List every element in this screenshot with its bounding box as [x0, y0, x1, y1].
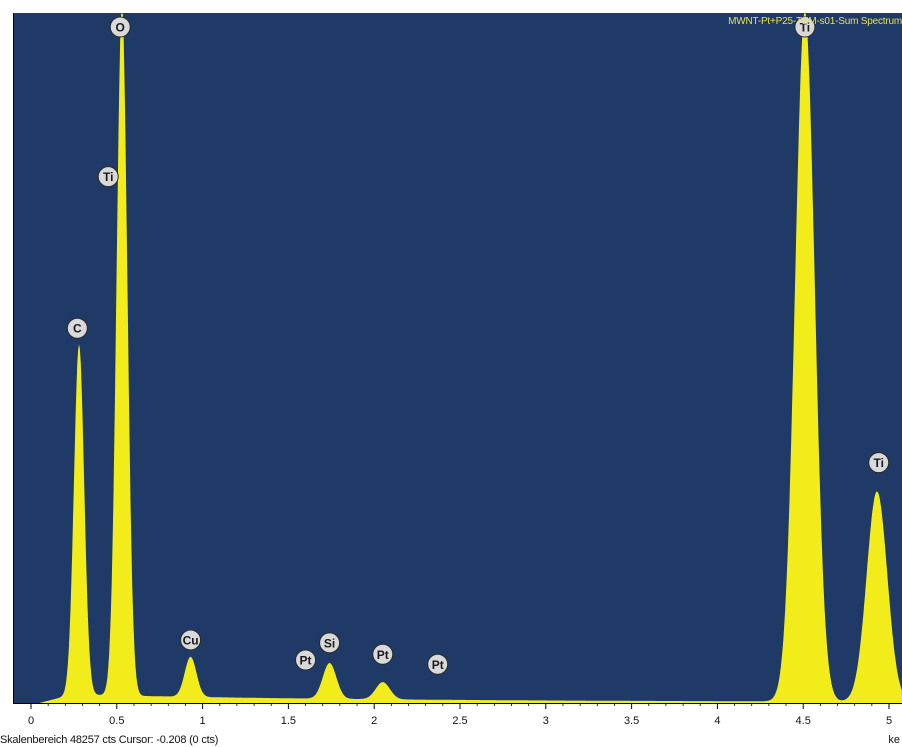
element-label-bubble	[109, 16, 131, 38]
element-label-pt-6[interactable]: Pt	[372, 643, 394, 665]
x-tick-label-8: 4	[714, 715, 720, 727]
x-tick-label-9: 4.5	[796, 715, 811, 727]
element-label-cu-3[interactable]: Cu	[180, 629, 202, 651]
element-label-text: Cu	[183, 633, 199, 647]
element-label-text: Pt	[432, 658, 444, 672]
element-label-bubble	[319, 632, 341, 654]
element-label-bubble	[794, 16, 816, 38]
element-label-text: O	[116, 21, 125, 35]
spectrum-title: MWNT-Pt+P25-TEM-s01-Sum Spectrum	[728, 16, 902, 27]
x-tick-label-10: 5	[886, 715, 892, 727]
element-label-ti-1[interactable]: Ti	[97, 166, 119, 188]
element-label-bubble	[180, 629, 202, 651]
plot-area[interactable]	[13, 13, 902, 703]
element-label-bubble	[868, 452, 890, 474]
element-label-text: Pt	[377, 648, 389, 662]
element-label-text: Si	[324, 636, 335, 650]
x-tick-label-0: 0	[28, 715, 34, 727]
element-label-c-2[interactable]: C	[66, 317, 88, 339]
element-label-si-5[interactable]: Si	[319, 632, 341, 654]
spectrum-fill	[39, 13, 902, 703]
x-tick-label-2: 1	[200, 715, 206, 727]
element-label-o-0[interactable]: O	[109, 16, 131, 38]
element-label-text: Ti	[103, 170, 113, 184]
element-label-text: Pt	[300, 653, 312, 667]
x-axis-unit-label: ke	[888, 734, 900, 746]
x-tick-label-5: 2.5	[452, 715, 467, 727]
element-label-text: C	[73, 322, 82, 336]
element-label-pt-4[interactable]: Pt	[295, 649, 317, 671]
element-label-text: Ti	[800, 21, 810, 35]
x-tick-label-3: 1.5	[281, 715, 296, 727]
element-label-ti-8[interactable]: Ti	[794, 16, 816, 38]
x-tick-label-1: 0.5	[109, 715, 124, 727]
x-tick-label-4: 2	[371, 715, 377, 727]
element-label-ti-9[interactable]: Ti	[868, 452, 890, 474]
x-tick-label-7: 3.5	[624, 715, 639, 727]
status-bar-text: Skalenbereich 48257 cts Cursor: -0.208 (…	[0, 734, 219, 746]
element-label-bubble	[427, 653, 449, 675]
element-label-bubble	[97, 166, 119, 188]
element-label-text: Ti	[873, 456, 883, 470]
x-tick-label-6: 3	[543, 715, 549, 727]
element-label-bubble	[372, 643, 394, 665]
element-label-bubble	[66, 317, 88, 339]
element-label-bubble	[295, 649, 317, 671]
element-label-pt-7[interactable]: Pt	[427, 653, 449, 675]
